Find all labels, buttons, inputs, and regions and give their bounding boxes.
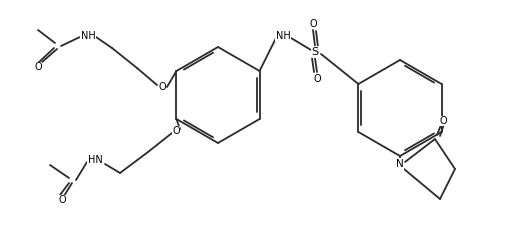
Text: O: O xyxy=(34,62,42,72)
Text: O: O xyxy=(58,195,66,205)
Text: O: O xyxy=(172,126,180,136)
Text: O: O xyxy=(158,82,166,92)
Text: HN: HN xyxy=(88,155,102,165)
Text: O: O xyxy=(439,116,447,126)
Text: O: O xyxy=(313,74,321,84)
Text: N: N xyxy=(396,159,404,169)
Text: S: S xyxy=(311,47,319,57)
Text: NH: NH xyxy=(276,31,290,41)
Text: NH: NH xyxy=(81,31,95,41)
Text: O: O xyxy=(309,19,317,29)
